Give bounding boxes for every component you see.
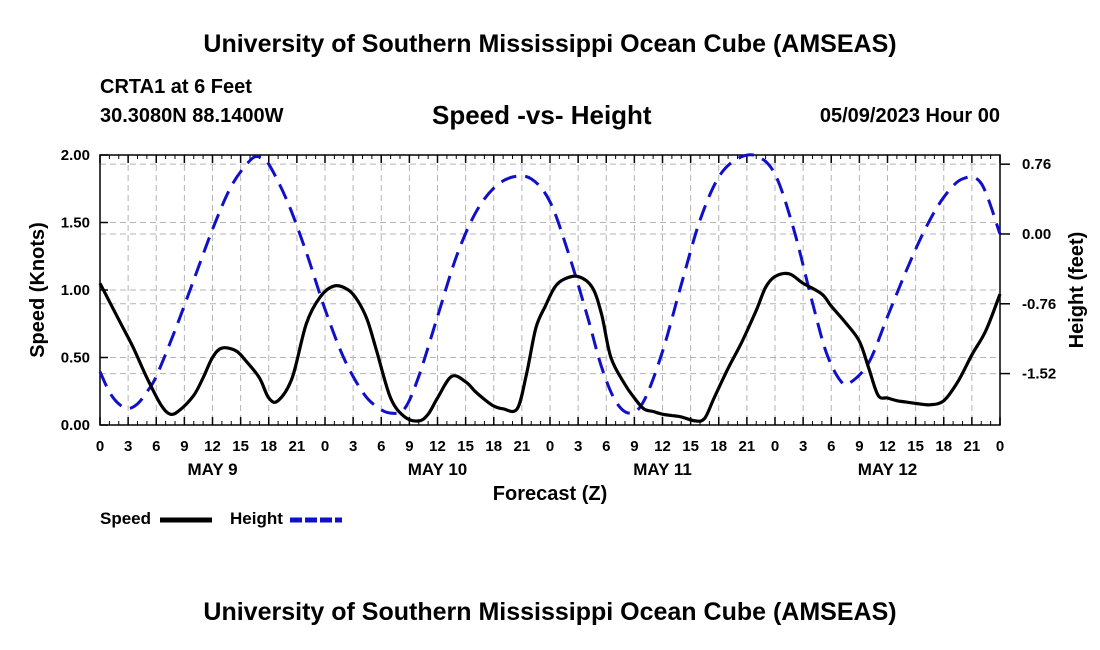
x-tick-label: 3 [799, 438, 807, 455]
y-tick-label: 1.00 [61, 282, 90, 299]
x-tick-label: 0 [771, 438, 779, 455]
station-coordinates: 30.3080N 88.1400W [100, 105, 284, 127]
x-tick-label: 18 [935, 438, 952, 455]
x-tick-label: 6 [827, 438, 835, 455]
x-tick-label: 15 [682, 438, 699, 455]
x-tick-label: 6 [377, 438, 385, 455]
day-label: MAY 10 [408, 460, 468, 479]
height-series-line [98, 153, 1002, 415]
y-tick-label: 0.50 [61, 350, 90, 367]
day-label: MAY 11 [633, 460, 692, 479]
legend-height-label: Height [230, 509, 283, 528]
speed-series-line [98, 271, 1002, 423]
y2-tick-label: -1.52 [1022, 366, 1056, 383]
x-tick-label: 21 [739, 438, 756, 455]
x-tick-label: 15 [907, 438, 924, 455]
y-tick-label: 1.50 [61, 215, 90, 232]
day-label: MAY 12 [858, 460, 918, 479]
x-tick-label: 6 [602, 438, 610, 455]
day-label: MAY 9 [187, 460, 237, 479]
x-tick-label: 0 [546, 438, 554, 455]
x-tick-label: 12 [204, 438, 221, 455]
x-tick-label: 9 [180, 438, 188, 455]
x-tick-label: 18 [710, 438, 727, 455]
x-tick-label: 3 [574, 438, 582, 455]
x-tick-label: 0 [996, 438, 1004, 455]
x-tick-label: 6 [152, 438, 160, 455]
x-tick-label: 12 [429, 438, 446, 455]
y-tick-label: 0.00 [61, 417, 90, 434]
x-tick-label: 18 [260, 438, 277, 455]
x-tick-label: 21 [514, 438, 531, 455]
y2-tick-label: 0.00 [1022, 226, 1051, 243]
x-tick-label: 9 [855, 438, 863, 455]
y-tick-label: 2.00 [61, 147, 90, 164]
y2-tick-label: 0.76 [1022, 156, 1051, 173]
y2-tick-label: -0.76 [1022, 296, 1056, 313]
x-tick-label: 12 [879, 438, 896, 455]
x-tick-label: 15 [457, 438, 474, 455]
x-tick-label: 0 [321, 438, 329, 455]
x-tick-label: 9 [405, 438, 413, 455]
x-tick-label: 3 [124, 438, 132, 455]
x-tick-label: 12 [654, 438, 671, 455]
station-name: CRTA1 at 6 Feet [100, 76, 252, 98]
chart-title: University of Southern Mississippi Ocean… [203, 30, 897, 58]
legend-speed-label: Speed [100, 509, 152, 528]
x-tick-label: 0 [96, 438, 104, 455]
x-tick-label: 21 [964, 438, 981, 455]
forecast-date: 05/09/2023 Hour 00 [819, 105, 1000, 127]
x-tick-label: 3 [349, 438, 357, 455]
x-tick-label: 18 [485, 438, 502, 455]
y2-axis-label: Height (feet) [1066, 232, 1088, 349]
x-tick-label: 15 [232, 438, 249, 455]
x-tick-label: 9 [630, 438, 638, 455]
y-axis-label: Speed (Knots) [27, 222, 49, 358]
chart-subtitle: Speed -vs- Height [432, 100, 652, 130]
x-tick-label: 21 [289, 438, 306, 455]
footer-title: University of Southern Mississippi Ocean… [203, 598, 897, 626]
x-axis-label: Forecast (Z) [493, 483, 607, 505]
